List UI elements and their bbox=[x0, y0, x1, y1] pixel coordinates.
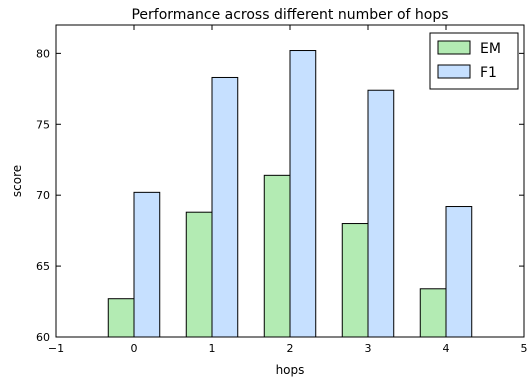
legend-label-em: EM bbox=[480, 41, 501, 57]
x-tick-label: 1 bbox=[209, 342, 216, 355]
bar-em-hop-2 bbox=[263, 174, 291, 338]
y-axis-label: score bbox=[10, 165, 24, 197]
bars-group bbox=[107, 50, 473, 338]
x-tick-label: 3 bbox=[365, 342, 372, 355]
chart-title: Performance across different number of h… bbox=[131, 7, 448, 23]
y-tick-label: 65 bbox=[36, 260, 50, 273]
x-tick-label: 2 bbox=[287, 342, 294, 355]
x-axis-label: hops bbox=[276, 363, 305, 377]
x-tick-label: −1 bbox=[48, 342, 64, 355]
legend-swatch-f1 bbox=[437, 64, 471, 79]
legend-label-f1: F1 bbox=[480, 65, 497, 81]
bar-em-hop-0 bbox=[107, 298, 135, 338]
bar-em-hop-3 bbox=[341, 223, 369, 338]
legend-swatch-em bbox=[437, 40, 471, 55]
bar-f1-hop-1 bbox=[211, 76, 239, 338]
x-tick-label: 4 bbox=[443, 342, 450, 355]
y-tick-label: 70 bbox=[36, 189, 50, 202]
y-tick-label: 80 bbox=[36, 47, 50, 60]
bar-em-hop-1 bbox=[185, 211, 213, 338]
y-tick-label: 60 bbox=[36, 331, 50, 344]
legend: EM F1 bbox=[429, 32, 519, 90]
bar-f1-hop-4 bbox=[445, 206, 473, 338]
x-tick-label: 0 bbox=[131, 342, 138, 355]
bar-em-hop-4 bbox=[419, 288, 447, 338]
bar-f1-hop-0 bbox=[133, 191, 161, 338]
bar-f1-hop-2 bbox=[289, 50, 317, 338]
bar-f1-hop-3 bbox=[367, 89, 395, 338]
x-tick-label: 5 bbox=[521, 342, 528, 355]
y-tick-label: 75 bbox=[36, 118, 50, 131]
axis-ticks: −1 0 1 2 3 4 5 60 65 70 75 80 bbox=[36, 25, 528, 355]
